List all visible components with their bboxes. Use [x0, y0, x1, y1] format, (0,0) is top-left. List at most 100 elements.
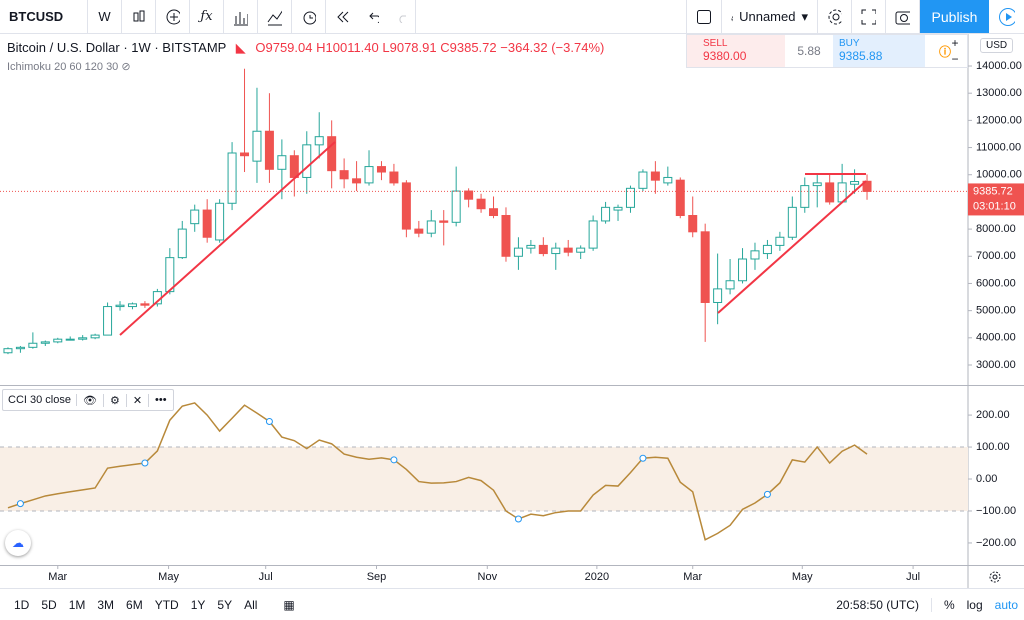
- cci-marker: [514, 515, 522, 523]
- drawings[interactable]: [119, 141, 867, 336]
- y-tick-label: 10000.00: [976, 169, 1022, 181]
- candle-body: [700, 231, 710, 303]
- candle-body: [775, 236, 785, 246]
- clock-icon: [303, 11, 316, 24]
- range-button[interactable]: 6M: [126, 597, 143, 612]
- countdown-label: 03:01:10: [973, 200, 1016, 212]
- maximize-button[interactable]: [852, 0, 886, 33]
- range-button[interactable]: 1Y: [190, 597, 206, 612]
- candle-body: [127, 303, 137, 308]
- y-tick-label: 5000.00: [976, 305, 1016, 317]
- cci-marker: [639, 454, 647, 462]
- logo-button[interactable]: ☁: [5, 530, 31, 556]
- settings-button[interactable]: ⚙: [104, 393, 127, 407]
- y-tick-label: 13000.00: [976, 87, 1022, 99]
- percent-toggle[interactable]: %: [943, 597, 955, 612]
- range-button[interactable]: 1D: [14, 597, 30, 612]
- chart-type-button[interactable]: [122, 0, 156, 33]
- snapshot-button[interactable]: [886, 0, 920, 33]
- auto-toggle[interactable]: auto: [994, 597, 1018, 612]
- alert-button[interactable]: [292, 0, 326, 33]
- currency-label[interactable]: USD: [980, 38, 1014, 53]
- ohlc-high: H10011.40: [316, 40, 379, 55]
- range-button[interactable]: 5Y: [217, 597, 233, 612]
- interval-button[interactable]: W: [88, 0, 122, 33]
- candle-body: [140, 303, 150, 306]
- plus-circle-icon: [166, 9, 180, 24]
- candle-body: [713, 288, 723, 303]
- trend-line[interactable]: [119, 141, 336, 336]
- date-range-button[interactable]: ▦: [283, 597, 295, 612]
- undo-button[interactable]: [360, 0, 388, 33]
- trend-line[interactable]: [717, 180, 867, 314]
- ohlc-low: L9078.91: [382, 40, 437, 55]
- lines-icon: [267, 10, 282, 25]
- candle-body: [53, 338, 63, 343]
- top-toolbar: BTCUSD W ƒx Unnamed ▾ Publish: [0, 0, 1024, 34]
- candle-body: [526, 244, 536, 249]
- zoom-in[interactable]: +: [951, 36, 959, 50]
- templates-button[interactable]: [224, 0, 258, 33]
- fullscreen-toggle[interactable]: [686, 0, 722, 33]
- candle-body: [426, 220, 436, 234]
- y-tick-label: 12000.00: [976, 114, 1022, 126]
- range-button[interactable]: 5D: [41, 597, 57, 612]
- cci-legend: CCI 30 close 👁 ⚙ ✕ •••: [2, 389, 174, 411]
- hidden-eye[interactable]: ⊘: [121, 61, 131, 73]
- publish-button[interactable]: Publish: [920, 0, 989, 33]
- candle-body: [625, 187, 635, 208]
- buy-button[interactable]: BUY 9385.88: [833, 35, 925, 67]
- range-button[interactable]: 3M: [97, 597, 115, 612]
- log-toggle[interactable]: log: [966, 597, 983, 612]
- trade-panel: SELL 9380.00 5.88 BUY 9385.88 ⓘ: [686, 34, 968, 68]
- candle-body: [227, 152, 237, 204]
- layout-menu[interactable]: Unnamed ▾: [722, 0, 818, 33]
- visibility-button[interactable]: 👁: [77, 393, 104, 407]
- y-tick-label: 100.00: [976, 441, 1010, 453]
- axis-settings[interactable]: [989, 571, 1001, 583]
- candle-body: [202, 209, 212, 238]
- undo-icon: [369, 12, 379, 23]
- symbol-search[interactable]: BTCUSD: [0, 0, 88, 33]
- flag[interactable]: ◣: [235, 40, 246, 55]
- settings-button[interactable]: [818, 0, 852, 33]
- y-tick-label: 4000.00: [976, 332, 1016, 344]
- compare-lines-button[interactable]: [258, 0, 292, 33]
- candle-body: [401, 182, 411, 230]
- play-button[interactable]: [989, 0, 1024, 33]
- candle-body: [675, 179, 685, 217]
- candle-body: [190, 209, 200, 225]
- zoom-out[interactable]: −: [951, 52, 959, 66]
- candle-body: [551, 247, 561, 255]
- redo-button[interactable]: [388, 0, 416, 33]
- candle-body: [850, 181, 860, 185]
- indicator-legend: Ichimoku 20 60 120 30 ⊘: [7, 60, 131, 73]
- candle-body: [688, 215, 698, 233]
- candle-body: [40, 341, 50, 344]
- y-tick-label: 200.00: [976, 409, 1010, 421]
- info-icon[interactable]: ⓘ: [938, 44, 951, 59]
- candle-body: [28, 342, 38, 348]
- indicators-button[interactable]: ƒx: [190, 0, 224, 33]
- candle-body: [650, 171, 660, 181]
- spread: 5.88: [797, 44, 821, 58]
- cci-marker: [16, 500, 24, 508]
- range-button[interactable]: 1M: [68, 597, 86, 612]
- candle-body: [613, 206, 623, 211]
- candle-body: [289, 155, 299, 178]
- y-tick-label: 14000.00: [976, 60, 1022, 72]
- more-button[interactable]: •••: [155, 394, 167, 406]
- symbol-title: Bitcoin / U.S. Dollar · 1W · BITSTAMP: [7, 40, 227, 55]
- candle-body: [15, 346, 25, 350]
- range-button[interactable]: All: [244, 597, 258, 612]
- sell-button[interactable]: SELL 9380.00: [687, 35, 785, 67]
- replay-button[interactable]: [326, 0, 360, 33]
- candle-body: [389, 171, 399, 184]
- compare-button[interactable]: [156, 0, 190, 33]
- layout-name: Unnamed: [739, 9, 796, 24]
- x-tick-label: Jul: [906, 571, 920, 583]
- range-button[interactable]: YTD: [154, 597, 179, 612]
- remove-button[interactable]: ✕: [127, 393, 150, 407]
- candle-body: [103, 306, 113, 336]
